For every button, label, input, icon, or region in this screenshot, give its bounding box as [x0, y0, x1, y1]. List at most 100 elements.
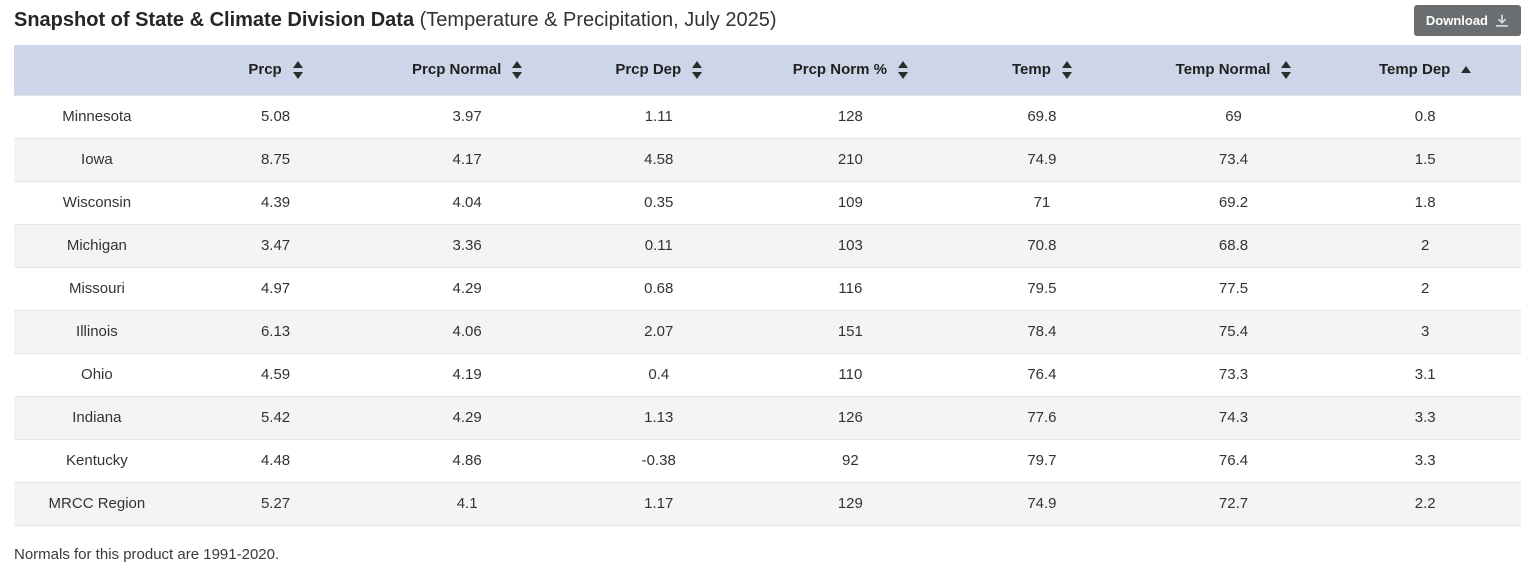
- cell-prcp: 3.47: [179, 223, 372, 267]
- cell-prcp-normal: 4.29: [371, 266, 563, 310]
- cell-temp: 76.4: [946, 352, 1138, 396]
- column-label: Prcp Dep: [615, 61, 682, 79]
- column-header-prcp-normal[interactable]: Prcp Normal: [371, 45, 563, 95]
- cell-temp-normal: 75.4: [1137, 309, 1330, 353]
- cell-prcp: 5.08: [179, 94, 372, 138]
- cell-prcp-dep: 0.11: [562, 223, 755, 267]
- download-button[interactable]: Download: [1413, 5, 1521, 36]
- sort-up-arrow-icon: [1281, 60, 1292, 68]
- column-header-prcp[interactable]: Prcp: [179, 45, 372, 95]
- cell-temp-normal: 73.4: [1137, 137, 1330, 181]
- cell-prcp-dep: 1.17: [562, 481, 755, 526]
- sort-down-arrow-icon: [1281, 71, 1292, 79]
- column-label: Prcp Norm %: [792, 61, 887, 79]
- cell-prcp-normal: 4.86: [371, 438, 563, 482]
- page-title: Snapshot of State & Climate Division Dat…: [14, 5, 776, 35]
- cell-temp: 74.9: [946, 481, 1138, 526]
- row-label: Illinois: [14, 309, 180, 353]
- cell-temp: 77.6: [946, 395, 1138, 439]
- cell-temp-dep: 1.8: [1329, 180, 1521, 224]
- cell-prcp-norm-pct: 103: [754, 223, 947, 267]
- cell-prcp: 5.27: [179, 481, 372, 526]
- column-label: Temp Normal: [1175, 61, 1271, 79]
- column-header-prcp-norm-pct[interactable]: Prcp Norm %: [754, 45, 947, 95]
- table-row: Minnesota 5.08 3.97 1.11 128 69.8 69 0.8: [14, 94, 1521, 138]
- column-header-temp-normal[interactable]: Temp Normal: [1137, 45, 1330, 95]
- cell-temp-normal: 68.8: [1137, 223, 1330, 267]
- cell-temp: 70.8: [946, 223, 1138, 267]
- cell-temp-normal: 69: [1137, 94, 1330, 138]
- sort-down-arrow-icon: [292, 71, 303, 79]
- cell-temp-normal: 73.3: [1137, 352, 1330, 396]
- column-header-prcp-dep[interactable]: Prcp Dep: [562, 45, 755, 95]
- sort-both-icon: [1061, 60, 1072, 79]
- cell-temp: 79.7: [946, 438, 1138, 482]
- download-icon: [1495, 13, 1509, 28]
- cell-prcp: 6.13: [179, 309, 372, 353]
- cell-prcp-norm-pct: 151: [754, 309, 947, 353]
- climate-data-table: Prcp Prcp Normal Prcp Dep Prcp Norm % Temp Te…: [14, 45, 1521, 526]
- cell-temp: 74.9: [946, 137, 1138, 181]
- sort-down-arrow-icon: [897, 71, 908, 79]
- sort-down-arrow-icon: [692, 71, 703, 79]
- row-label: Michigan: [14, 223, 180, 267]
- row-label: Minnesota: [14, 94, 180, 138]
- cell-temp: 79.5: [946, 266, 1138, 310]
- cell-prcp-dep: 2.07: [562, 309, 755, 353]
- row-label: Iowa: [14, 137, 180, 181]
- column-header-temp-dep[interactable]: Temp Dep: [1329, 45, 1521, 95]
- cell-temp-normal: 72.7: [1137, 481, 1330, 526]
- cell-prcp: 4.97: [179, 266, 372, 310]
- sort-both-icon: [512, 60, 523, 79]
- cell-prcp-normal: 4.19: [371, 352, 563, 396]
- cell-prcp: 4.59: [179, 352, 372, 396]
- cell-prcp: 5.42: [179, 395, 372, 439]
- column-label: Temp: [1011, 61, 1051, 79]
- cell-prcp-normal: 4.06: [371, 309, 563, 353]
- cell-prcp-normal: 4.1: [371, 481, 563, 526]
- top-bar: Snapshot of State & Climate Division Dat…: [14, 0, 1521, 45]
- sort-both-icon: [1281, 60, 1292, 79]
- sort-asc-icon: [1461, 66, 1472, 74]
- table-row: Missouri 4.97 4.29 0.68 116 79.5 77.5 2: [14, 266, 1521, 310]
- cell-temp: 71: [946, 180, 1138, 224]
- table-row: Michigan 3.47 3.36 0.11 103 70.8 68.8 2: [14, 223, 1521, 267]
- row-label: Wisconsin: [14, 180, 180, 224]
- sort-up-arrow-icon: [1061, 60, 1072, 68]
- row-label: Indiana: [14, 395, 180, 439]
- cell-temp-dep: 2: [1329, 266, 1521, 310]
- row-label: MRCC Region: [14, 481, 180, 526]
- sort-up-arrow-icon: [292, 60, 303, 68]
- cell-temp-normal: 69.2: [1137, 180, 1330, 224]
- sort-both-icon: [897, 60, 908, 79]
- cell-prcp-dep: 4.58: [562, 137, 755, 181]
- table-row: Illinois 6.13 4.06 2.07 151 78.4 75.4 3: [14, 309, 1521, 353]
- cell-temp-normal: 74.3: [1137, 395, 1330, 439]
- sort-both-icon: [292, 60, 303, 79]
- cell-temp-dep: 2: [1329, 223, 1521, 267]
- normals-footnote: Normals for this product are 1991-2020.: [14, 545, 280, 563]
- cell-temp-dep: 0.8: [1329, 94, 1521, 138]
- cell-temp-dep: 3.3: [1329, 395, 1521, 439]
- cell-prcp-dep: 0.4: [562, 352, 755, 396]
- page-title-main: Snapshot of State & Climate Division Dat…: [14, 9, 415, 31]
- cell-prcp-norm-pct: 128: [754, 94, 947, 138]
- cell-prcp-norm-pct: 110: [754, 352, 947, 396]
- page-title-subtitle: (Temperature & Precipitation, July 2025): [419, 9, 777, 31]
- cell-prcp-normal: 4.04: [371, 180, 563, 224]
- cell-prcp-norm-pct: 92: [754, 438, 947, 482]
- cell-prcp-norm-pct: 126: [754, 395, 947, 439]
- cell-prcp-dep: 0.35: [562, 180, 755, 224]
- table-row: Iowa 8.75 4.17 4.58 210 74.9 73.4 1.5: [14, 137, 1521, 181]
- cell-temp-dep: 3.3: [1329, 438, 1521, 482]
- table-row: Kentucky 4.48 4.86 -0.38 92 79.7 76.4 3.3: [14, 438, 1521, 482]
- column-label: Prcp Normal: [412, 61, 502, 79]
- download-button-label: Download: [1425, 13, 1488, 28]
- column-header-temp[interactable]: Temp: [946, 45, 1138, 95]
- cell-prcp: 4.39: [179, 180, 372, 224]
- cell-temp-dep: 3.1: [1329, 352, 1521, 396]
- column-label: Temp Dep: [1378, 61, 1451, 79]
- cell-temp-dep: 2.2: [1329, 481, 1521, 526]
- column-header-state: [14, 45, 180, 95]
